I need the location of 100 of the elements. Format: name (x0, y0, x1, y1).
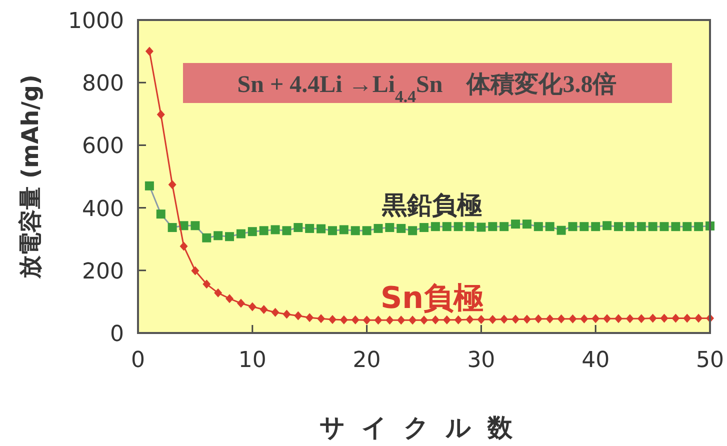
point (522, 220, 532, 229)
point (614, 222, 623, 232)
point (350, 226, 360, 236)
point (168, 223, 177, 232)
y-tick-label: 600 (82, 134, 124, 160)
series-label: 黒鉛負極 (381, 190, 482, 220)
point (603, 314, 612, 324)
point (305, 224, 314, 233)
point (259, 226, 268, 236)
point (442, 222, 452, 232)
point (317, 314, 326, 324)
point (476, 222, 486, 232)
point (488, 315, 497, 324)
point (180, 242, 188, 251)
x-tick-label: 40 (582, 348, 610, 373)
point (694, 314, 703, 323)
point (294, 223, 303, 232)
point (340, 315, 348, 324)
point (351, 315, 360, 324)
annotation-box: Sn + 4.4Li →Li$_{4.4}$Sn 体積変化3.8倍 (183, 63, 672, 106)
point (191, 266, 200, 276)
point (408, 316, 417, 325)
annotation: Sn + 4.4Li →Li$_{4.4}$Sn 体積変化3.8倍 (237, 70, 617, 106)
point (430, 222, 440, 232)
point (556, 226, 566, 235)
point (625, 222, 634, 232)
point (512, 314, 520, 324)
point (260, 305, 268, 314)
point (534, 314, 542, 324)
point (636, 222, 646, 232)
point (454, 315, 462, 324)
point (236, 298, 245, 308)
point (557, 314, 566, 324)
point (648, 314, 657, 323)
point (442, 315, 451, 324)
point (270, 225, 280, 234)
point (534, 222, 543, 232)
point (282, 310, 291, 319)
point (420, 316, 428, 325)
point (500, 314, 508, 324)
point (397, 316, 406, 325)
x-tick-label: 20 (352, 348, 381, 373)
x-tick-label: 30 (467, 348, 496, 373)
point (396, 224, 406, 233)
point (362, 316, 371, 325)
point (511, 220, 520, 229)
point (648, 222, 658, 232)
point (546, 314, 554, 324)
point (568, 314, 577, 324)
x-tick-label: 50 (696, 348, 724, 373)
y-tick-label: 0 (110, 322, 124, 347)
point (156, 110, 165, 120)
y-axis-title: 放電容量 (mAh/g) (17, 74, 44, 280)
point (225, 232, 234, 242)
point (202, 233, 212, 242)
point (580, 222, 589, 232)
point (374, 224, 383, 233)
point (671, 222, 680, 232)
point (614, 314, 622, 324)
point (592, 314, 600, 324)
point (660, 314, 668, 323)
point (602, 221, 612, 230)
point (420, 223, 428, 232)
point (500, 222, 509, 232)
point (386, 316, 394, 325)
point (236, 229, 246, 238)
point (271, 308, 280, 317)
y-tick-label: 1000 (68, 9, 124, 34)
point (190, 221, 200, 230)
point (545, 222, 554, 232)
point (144, 181, 154, 190)
point (454, 222, 463, 232)
point (339, 225, 348, 234)
point (306, 313, 314, 322)
point (328, 315, 336, 324)
point (660, 222, 669, 232)
point (145, 46, 154, 56)
point (282, 226, 292, 236)
point (488, 222, 498, 232)
point (156, 210, 166, 219)
point (362, 226, 372, 236)
x-tick-label: 0 (131, 348, 145, 373)
point (431, 315, 440, 324)
point (626, 314, 634, 324)
point (214, 288, 222, 298)
point (637, 314, 646, 324)
x-axis-title: サイクル数 (320, 413, 528, 442)
y-tick-label: 800 (82, 72, 124, 97)
point (214, 231, 223, 240)
point (248, 302, 256, 312)
point (168, 180, 176, 190)
point (294, 311, 302, 320)
point (694, 222, 704, 232)
point (385, 223, 394, 232)
point (477, 315, 486, 324)
point (226, 294, 234, 304)
point (568, 222, 578, 232)
point (466, 315, 474, 324)
point (202, 280, 211, 289)
point (465, 222, 474, 232)
